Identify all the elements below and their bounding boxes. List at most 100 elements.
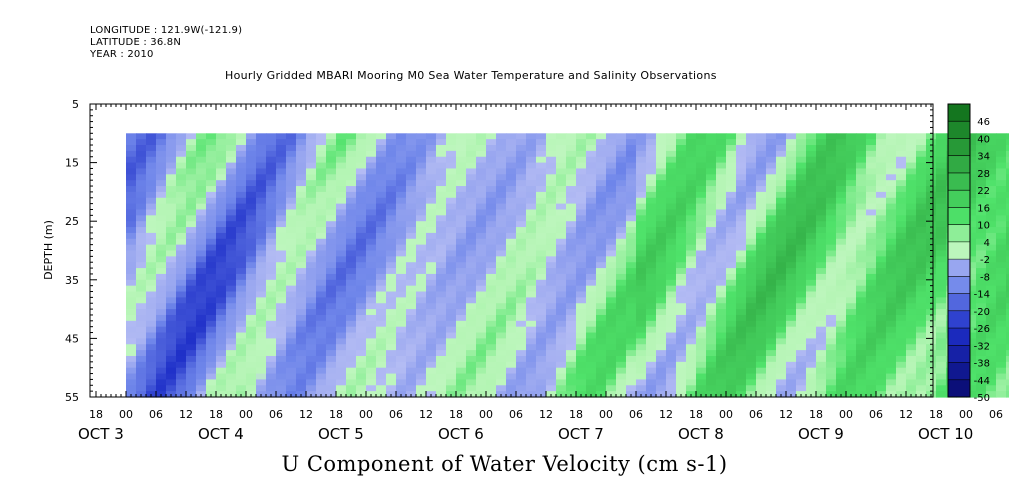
heatmap-cell bbox=[996, 303, 1007, 310]
heatmap-cell bbox=[536, 361, 547, 369]
heatmap-cell bbox=[806, 209, 817, 216]
heatmap-cell bbox=[206, 326, 217, 334]
heatmap-cell bbox=[986, 338, 997, 345]
heatmap-cell bbox=[486, 320, 497, 328]
heatmap-cell bbox=[226, 285, 237, 293]
heatmap-cell bbox=[596, 285, 607, 293]
heatmap-cell bbox=[646, 338, 657, 345]
heatmap-cell bbox=[616, 367, 627, 375]
heatmap-cell bbox=[176, 150, 187, 158]
heatmap-cell bbox=[286, 291, 297, 298]
heatmap-cell bbox=[566, 268, 577, 275]
heatmap-cell bbox=[696, 191, 707, 199]
heatmap-cell bbox=[206, 250, 217, 257]
heatmap-cell bbox=[936, 203, 947, 211]
heatmap-cell bbox=[856, 303, 867, 310]
heatmap-cell bbox=[596, 139, 607, 146]
heatmap-cell bbox=[566, 156, 577, 164]
heatmap-cell bbox=[306, 344, 317, 351]
heatmap-cell bbox=[386, 209, 397, 216]
heatmap-cell bbox=[336, 197, 347, 205]
heatmap-cell bbox=[916, 338, 927, 345]
heatmap-cell bbox=[516, 344, 527, 351]
heatmap-cell bbox=[216, 268, 227, 275]
heatmap-cell bbox=[756, 291, 767, 298]
heatmap-cell bbox=[196, 156, 207, 164]
heatmap-cell bbox=[856, 150, 867, 158]
heatmap-cell bbox=[276, 361, 287, 369]
heatmap-cell bbox=[286, 150, 297, 158]
heatmap-cell bbox=[896, 250, 907, 257]
heatmap-cell bbox=[676, 232, 687, 240]
heatmap-cell bbox=[386, 150, 397, 158]
heatmap-cell bbox=[906, 186, 917, 193]
heatmap-cell bbox=[1006, 314, 1009, 322]
heatmap-cell bbox=[446, 268, 457, 275]
colorbar-bin bbox=[948, 172, 970, 191]
heatmap-cell bbox=[166, 262, 177, 269]
heatmap-cell bbox=[396, 379, 407, 386]
heatmap-cell bbox=[926, 227, 937, 234]
heatmap-cell bbox=[616, 215, 627, 222]
heatmap-cell bbox=[926, 232, 937, 240]
heatmap-cell bbox=[656, 373, 667, 381]
heatmap-cell bbox=[586, 373, 597, 381]
heatmap-cell bbox=[706, 262, 717, 269]
colorbar-bin bbox=[948, 138, 970, 157]
heatmap-cell bbox=[726, 215, 737, 222]
heatmap-cell bbox=[316, 227, 327, 234]
heatmap-cell bbox=[406, 332, 417, 339]
heatmap-cell bbox=[316, 168, 327, 175]
heatmap-cell bbox=[456, 180, 467, 187]
heatmap-cell bbox=[276, 291, 287, 298]
heatmap-cell bbox=[856, 309, 867, 316]
heatmap-cell bbox=[456, 156, 467, 164]
heatmap-cell bbox=[416, 373, 427, 381]
x-hour-tick-label: 18 bbox=[689, 408, 703, 421]
heatmap-cell bbox=[806, 191, 817, 199]
heatmap-cell bbox=[936, 215, 947, 222]
heatmap-cell bbox=[186, 297, 197, 304]
heatmap-cell bbox=[346, 221, 357, 228]
heatmap-cell bbox=[316, 191, 327, 199]
heatmap-cell bbox=[516, 338, 527, 345]
heatmap-cell bbox=[886, 238, 897, 246]
heatmap-cell bbox=[196, 145, 207, 152]
heatmap-cell bbox=[826, 326, 837, 334]
heatmap-cell bbox=[246, 320, 257, 328]
heatmap-cell bbox=[126, 256, 137, 263]
heatmap-cell bbox=[616, 162, 627, 170]
heatmap-cell bbox=[496, 350, 507, 357]
heatmap-cell bbox=[536, 227, 547, 234]
heatmap-cell bbox=[936, 232, 947, 240]
heatmap-cell bbox=[256, 191, 267, 199]
heatmap-cell bbox=[256, 291, 267, 298]
heatmap-cell bbox=[1006, 344, 1009, 351]
heatmap-cell bbox=[366, 332, 377, 339]
heatmap-cell bbox=[526, 221, 537, 228]
heatmap-cell bbox=[716, 262, 727, 269]
heatmap-cell bbox=[366, 373, 377, 381]
heatmap-cell bbox=[936, 238, 947, 246]
colorbar-label: 46 bbox=[977, 117, 990, 128]
heatmap-cell bbox=[826, 145, 837, 152]
heatmap-cell bbox=[236, 303, 247, 310]
heatmap-cell bbox=[656, 197, 667, 205]
heatmap-cell bbox=[256, 244, 267, 252]
heatmap-cell bbox=[636, 150, 647, 158]
heatmap-cell bbox=[596, 215, 607, 222]
heatmap-cell bbox=[306, 355, 317, 363]
heatmap-cell bbox=[296, 133, 307, 140]
heatmap-cell bbox=[536, 279, 547, 287]
heatmap-cell bbox=[576, 162, 587, 170]
heatmap-cell bbox=[936, 320, 947, 328]
heatmap-cell bbox=[696, 238, 707, 246]
heatmap-cell bbox=[196, 303, 207, 310]
heatmap-cell bbox=[856, 350, 867, 357]
heatmap-cell bbox=[716, 338, 727, 345]
heatmap-cell bbox=[776, 145, 787, 152]
heatmap-cell bbox=[786, 373, 797, 381]
heatmap-cell bbox=[986, 326, 997, 334]
heatmap-cell bbox=[186, 174, 197, 181]
heatmap-cell bbox=[396, 256, 407, 263]
